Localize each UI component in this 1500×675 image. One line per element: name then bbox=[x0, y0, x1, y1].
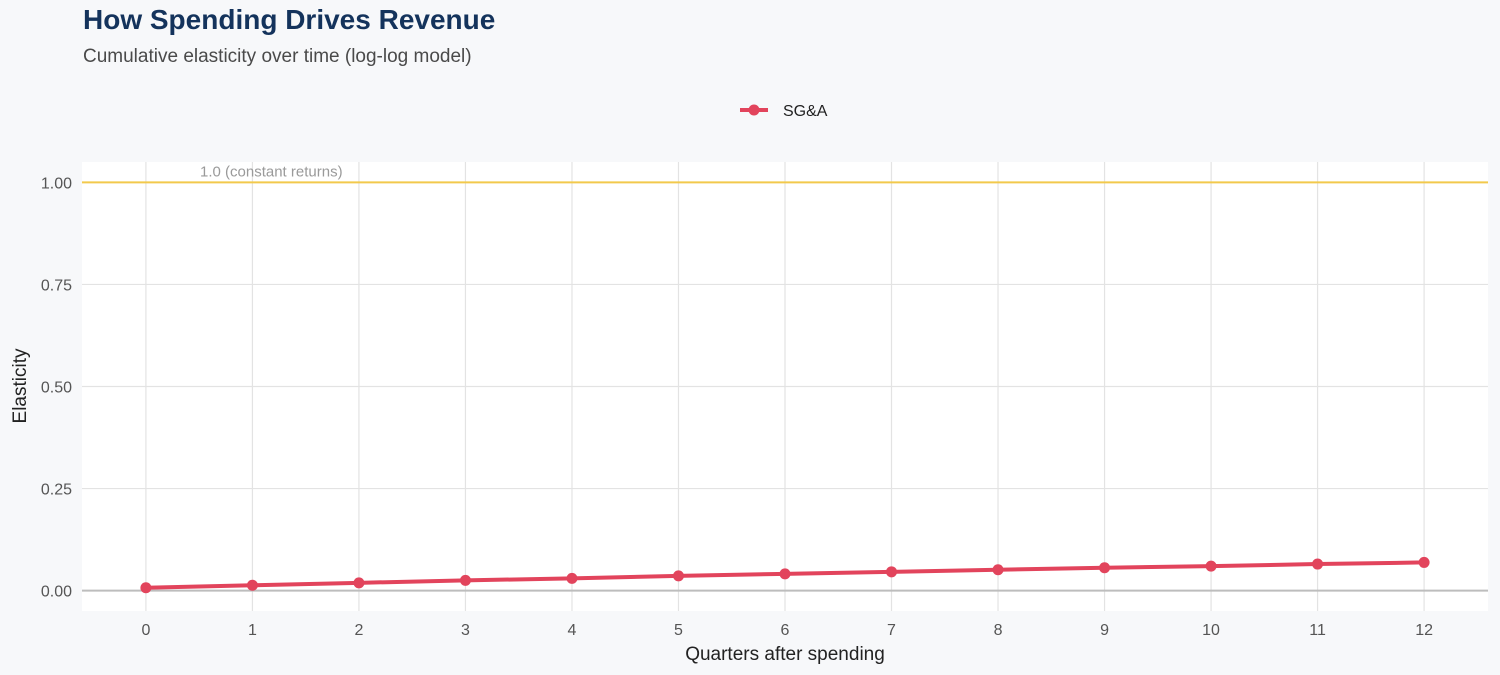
chart-title: How Spending Drives Revenue bbox=[83, 4, 496, 35]
data-point bbox=[672, 570, 684, 582]
reference-lines: 1.0 (constant returns) bbox=[82, 163, 1488, 592]
data-point bbox=[140, 582, 152, 594]
data-point bbox=[992, 564, 1004, 576]
y-axis-title: Elasticity bbox=[10, 348, 31, 423]
legend-swatch-marker bbox=[748, 104, 760, 116]
data-point bbox=[353, 577, 365, 589]
data-point bbox=[1099, 562, 1111, 574]
x-tick-label: 5 bbox=[674, 622, 683, 639]
y-tick-label: 0.25 bbox=[41, 482, 72, 499]
x-tick-label: 1 bbox=[248, 622, 257, 639]
data-point bbox=[459, 574, 471, 586]
data-point bbox=[779, 568, 791, 580]
data-point bbox=[246, 579, 258, 591]
data-point bbox=[566, 572, 578, 584]
y-axis-ticks: 0.00 0.25 0.50 0.75 1.00 bbox=[41, 175, 72, 600]
x-tick-label: 11 bbox=[1309, 622, 1326, 639]
series-layer bbox=[140, 556, 1430, 594]
x-tick-label: 8 bbox=[994, 622, 1003, 639]
data-point bbox=[1312, 558, 1324, 570]
x-tick-label: 3 bbox=[461, 622, 470, 639]
x-tick-label: 7 bbox=[887, 622, 896, 639]
reference-line-label: 1.0 (constant returns) bbox=[200, 163, 343, 180]
chart-subtitle: Cumulative elasticity over time (log-log… bbox=[83, 46, 472, 67]
data-point bbox=[886, 566, 898, 578]
data-point bbox=[1418, 556, 1430, 568]
x-tick-label: 12 bbox=[1415, 622, 1433, 639]
x-tick-label: 10 bbox=[1202, 622, 1220, 639]
x-axis-ticks: 0 1 2 3 4 5 6 7 8 9 10 11 12 bbox=[141, 622, 1433, 639]
x-tick-label: 2 bbox=[354, 622, 363, 639]
y-tick-label: 0.00 bbox=[41, 584, 72, 601]
x-tick-label: 9 bbox=[1100, 622, 1109, 639]
legend-label-sga: SG&A bbox=[783, 103, 828, 120]
y-tick-label: 0.75 bbox=[41, 277, 72, 294]
y-tick-label: 0.50 bbox=[41, 380, 72, 397]
x-axis-title: Quarters after spending bbox=[685, 644, 885, 665]
x-tick-label: 4 bbox=[568, 622, 577, 639]
x-tick-label: 0 bbox=[141, 622, 150, 639]
legend: SG&A bbox=[740, 103, 828, 120]
data-point bbox=[1205, 560, 1217, 572]
y-tick-label: 1.00 bbox=[41, 175, 72, 192]
x-tick-label: 6 bbox=[781, 622, 790, 639]
